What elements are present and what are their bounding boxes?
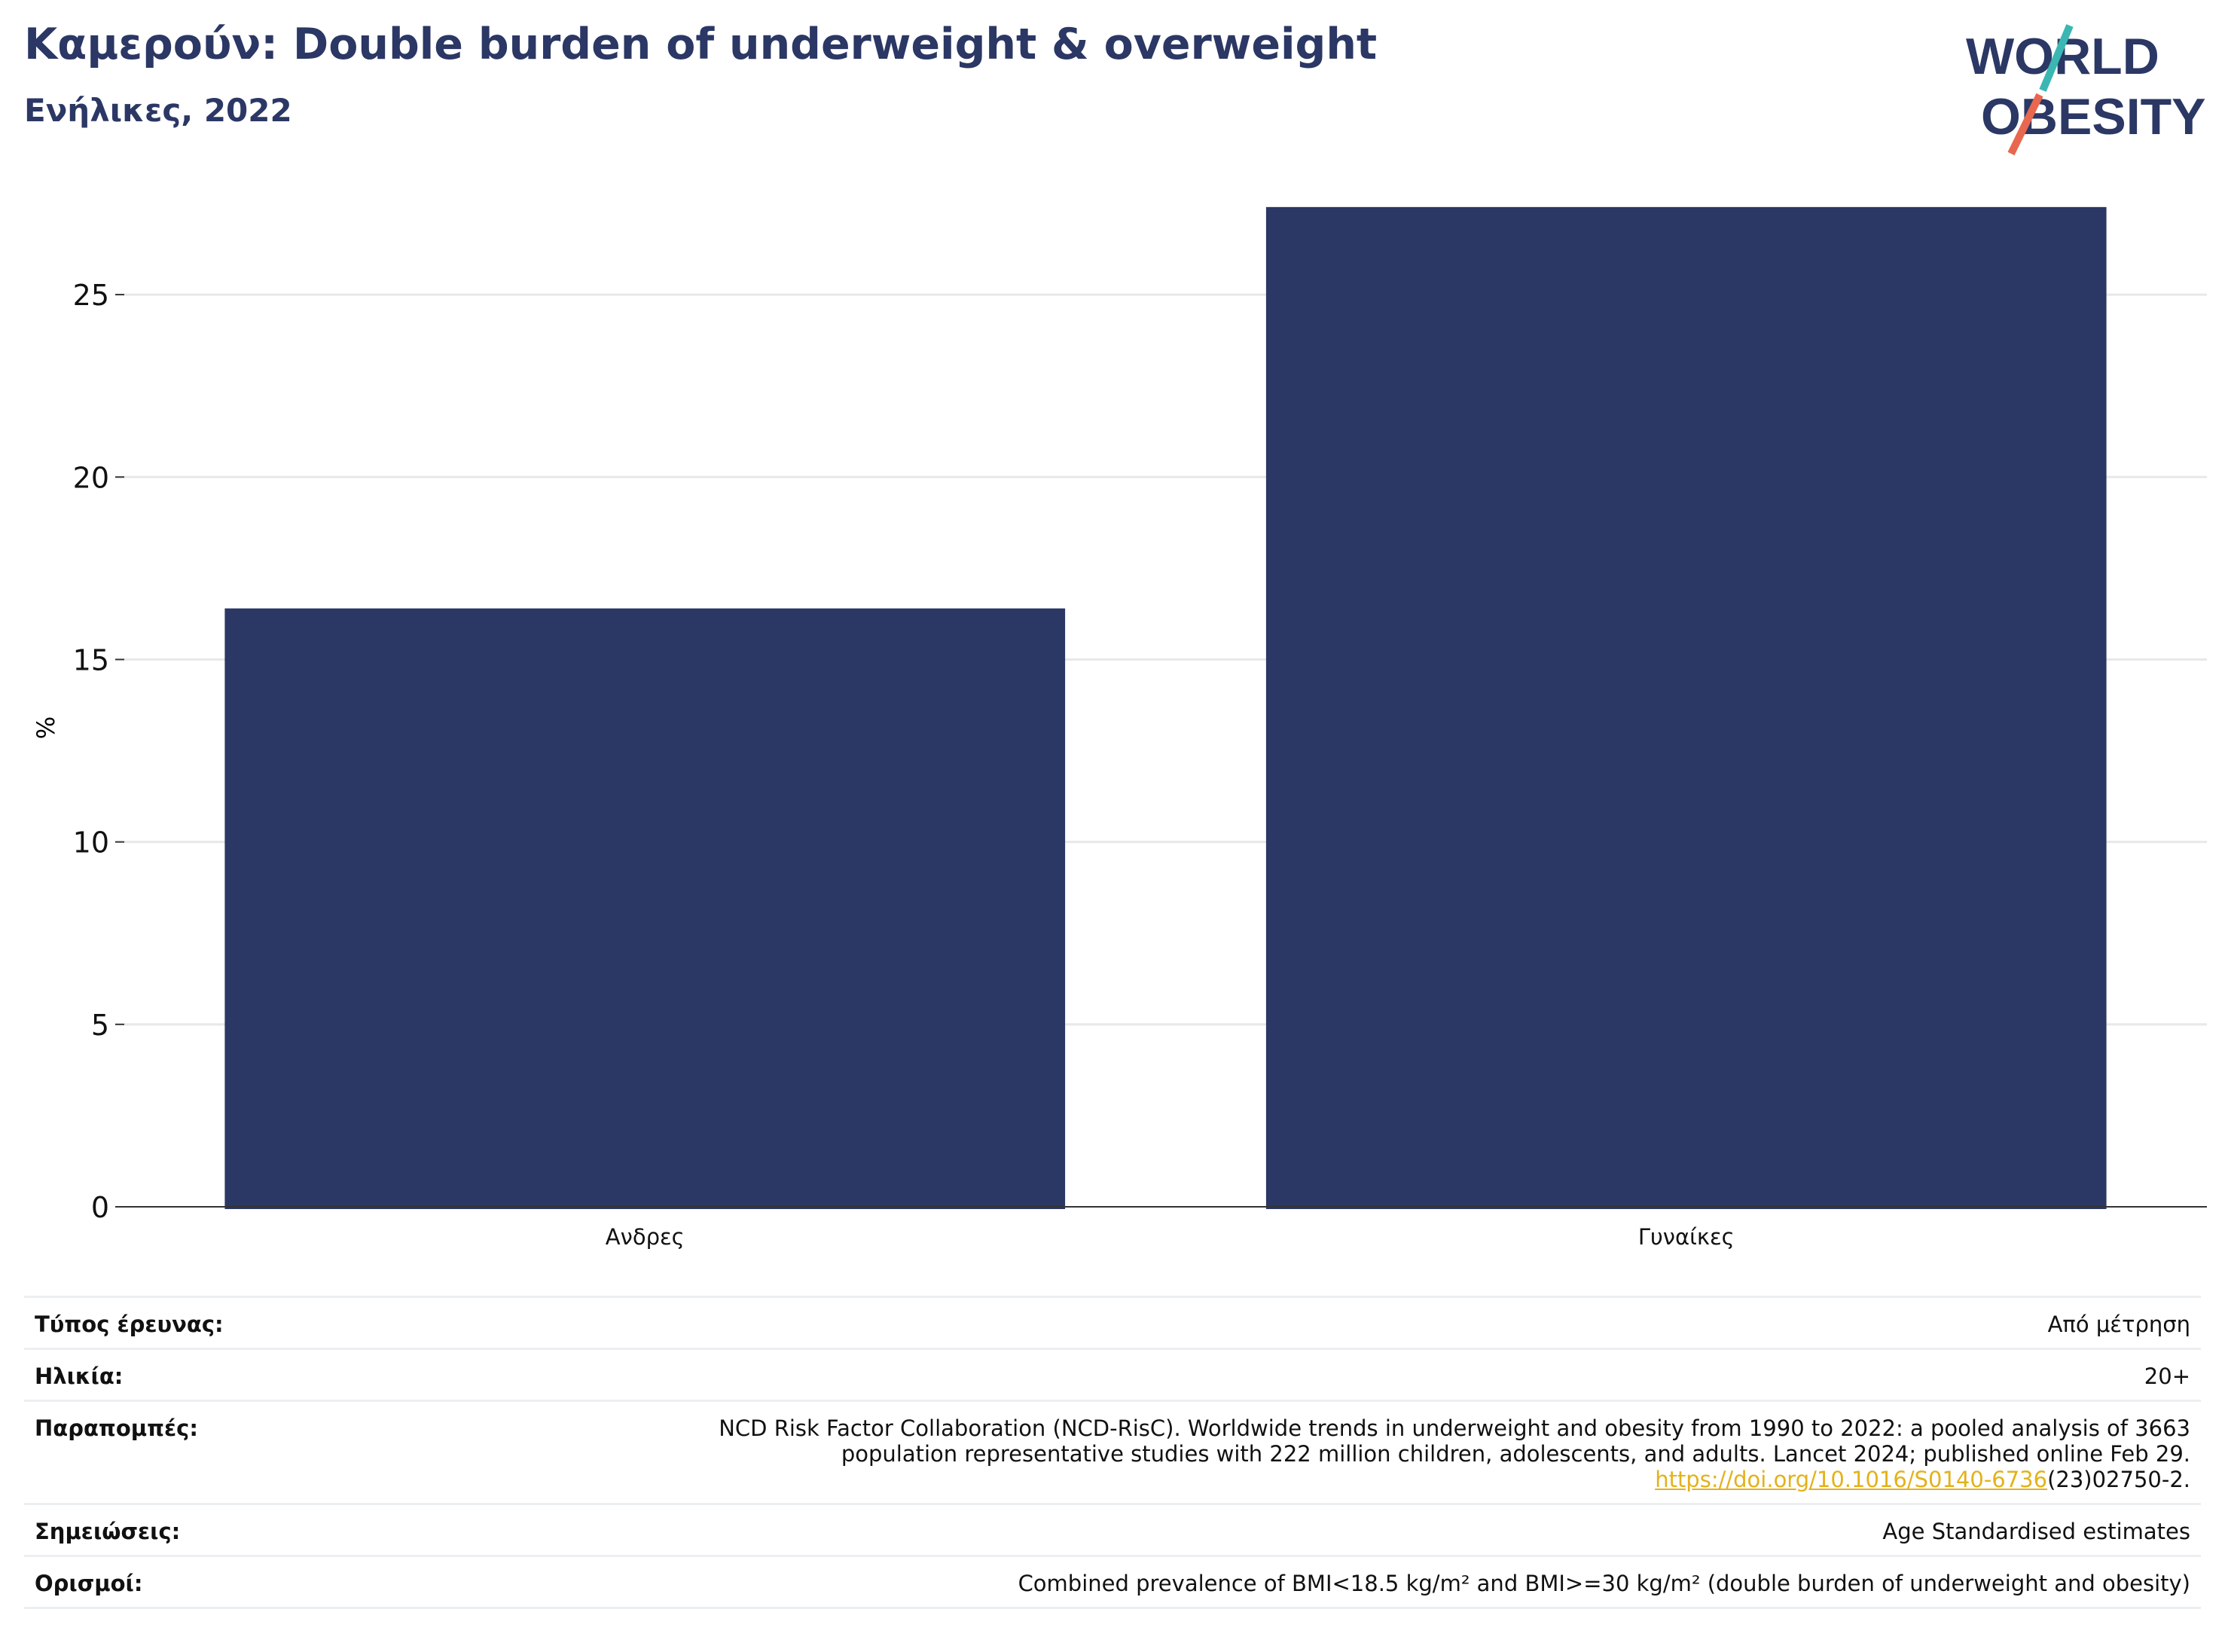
x-axis-ticks: Ανδρες Γυναίκες [606,1224,1735,1250]
bar-chart: 0 5 10 15 20 25 Ανδρες Γυναίκες % [32,206,2207,1250]
meta-value-references: NCD Risk Factor Collaboration (NCD-RisC)… [719,1415,2190,1492]
logo-text-obesity: OBESITY [1981,88,2206,145]
meta-label: Παραπομπές: [35,1415,198,1441]
meta-label: Τύπος έρευνας: [35,1312,224,1337]
y-axis-ticks: 0 5 10 15 20 25 [73,279,124,1224]
meta-row-definitions: Ορισμοί: Combined prevalence of BMI<18.5… [24,1555,2201,1609]
reference-text-line2: population representative studies with 2… [841,1441,2190,1467]
bars [224,206,2107,1209]
meta-row-references: Παραπομπές: NCD Risk Factor Collaboratio… [24,1400,2201,1503]
meta-value: Age Standardised estimates [1882,1519,2190,1544]
x-tick-label: Ανδρες [606,1224,685,1250]
meta-label: Ορισμοί: [35,1571,143,1596]
meta-row-survey-type: Τύπος έρευνας: Από μέτρηση [24,1296,2201,1348]
meta-value: Από μέτρηση [2047,1312,2190,1337]
y-tick-label: 20 [73,461,109,494]
logo-slash-bottom [2007,93,2043,156]
y-tick-label: 10 [73,826,109,860]
meta-row-age: Ηλικία: 20+ [24,1348,2201,1400]
meta-value: 20+ [2144,1363,2190,1389]
reference-doi-link[interactable]: https://doi.org/10.1016/S0140-6736 [1655,1467,2048,1492]
meta-value: Combined prevalence of BMI<18.5 kg/m² an… [1018,1571,2190,1596]
y-axis-label: % [32,716,60,739]
chart-subtitle: Ενήλικες, 2022 [24,92,292,129]
bar-0 [224,608,1066,1209]
y-tick-label: 5 [91,1009,109,1042]
meta-label: Ηλικία: [35,1363,124,1389]
chart-title: Καμερούν: Double burden of underweight &… [24,20,1378,69]
reference-text-line1: NCD Risk Factor Collaboration (NCD-RisC)… [719,1415,2190,1441]
world-obesity-logo: WORLD OBESITY [1966,24,2206,156]
metadata-table: Τύπος έρευνας: Από μέτρηση Ηλικία: 20+ Π… [24,1296,2201,1609]
y-tick-label: 15 [73,643,109,676]
y-tick-label: 25 [73,279,109,312]
x-tick-label: Γυναίκες [1638,1224,1735,1250]
meta-row-notes: Σημειώσεις: Age Standardised estimates [24,1503,2201,1555]
meta-label: Σημειώσεις: [35,1519,181,1544]
logo-slash-top [2039,24,2074,92]
bar-1 [1265,206,2107,1209]
y-tick-label: 0 [91,1191,109,1224]
reference-doi-suffix: (23)02750-2. [2047,1467,2190,1492]
